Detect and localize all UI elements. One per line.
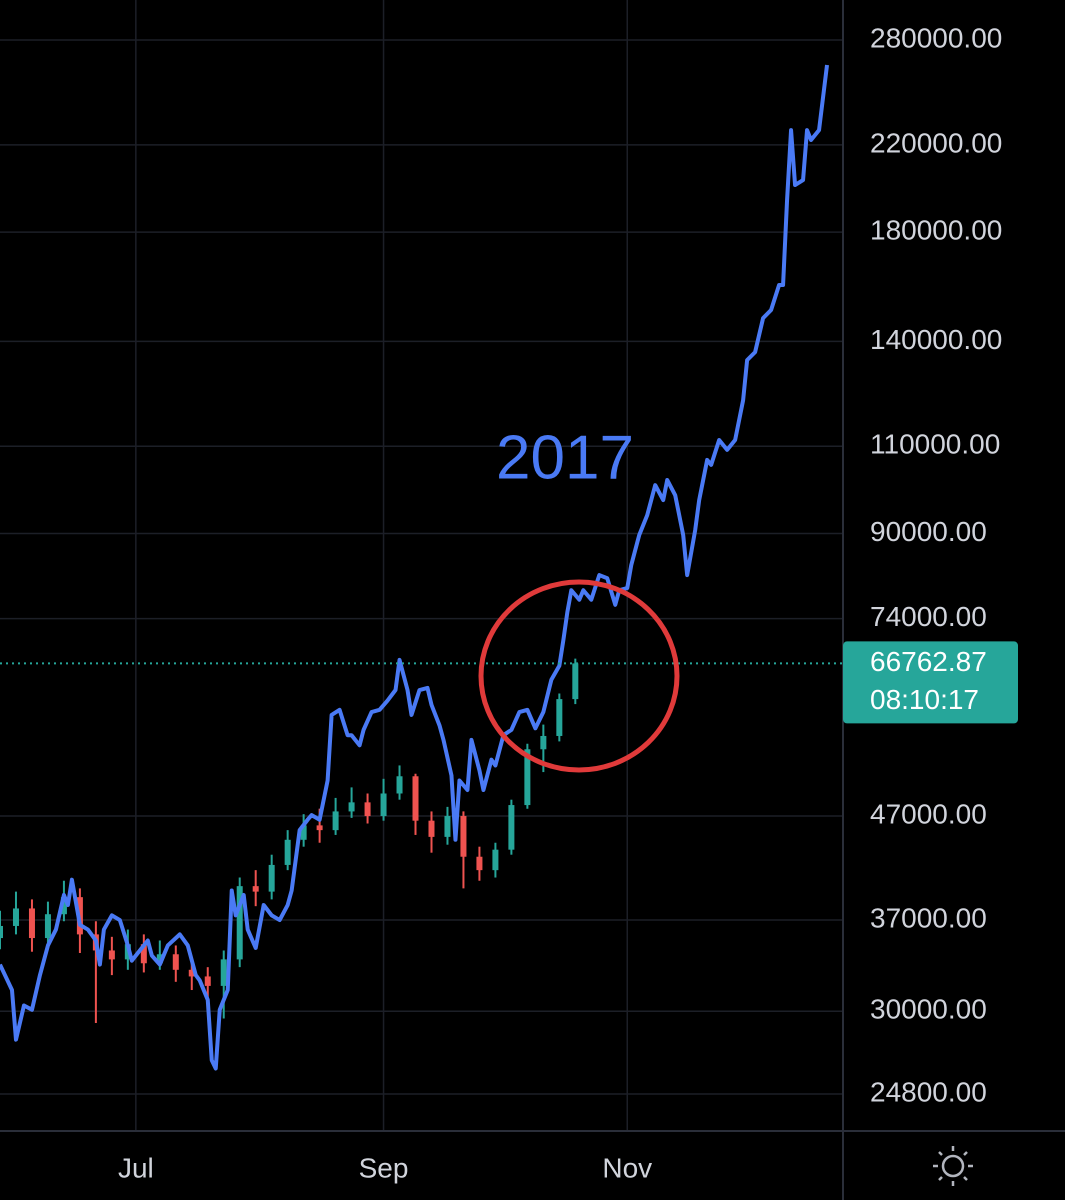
y-tick-label: 90000.00 — [870, 516, 987, 547]
candle-body — [0, 925, 3, 939]
candle-body — [108, 950, 115, 960]
y-tick-label: 280000.00 — [870, 22, 1002, 53]
countdown-label: 08:10:17 — [870, 684, 979, 715]
grid — [0, 0, 843, 1130]
candle-body — [316, 825, 323, 831]
candle-body — [396, 776, 403, 794]
candle-body — [140, 944, 147, 964]
candle-body — [364, 802, 371, 817]
axis: 280000.00 220000.00 180000.00 140000.00 1100… — [118, 22, 1018, 1183]
price-label-box — [843, 641, 1018, 724]
candle-body — [508, 805, 515, 850]
price-label: 66762.87 — [870, 646, 987, 677]
candle-body — [284, 839, 291, 865]
y-tick-label: 140000.00 — [870, 324, 1002, 355]
candle-body — [60, 897, 67, 915]
candle-body — [524, 749, 531, 806]
candle-body — [236, 886, 243, 960]
candle-body — [188, 969, 195, 977]
candle-body — [444, 816, 451, 837]
candle-body — [28, 908, 35, 939]
candle-body — [268, 864, 275, 892]
candle-body — [492, 849, 499, 871]
x-tick-label: Nov — [602, 1152, 652, 1183]
candle-body — [44, 914, 51, 939]
candle-body — [572, 663, 579, 700]
candle-body — [476, 856, 483, 871]
candle-body — [540, 735, 547, 750]
candle-body — [252, 886, 259, 892]
x-tick-label: Jul — [118, 1152, 154, 1183]
y-tick-label: 30000.00 — [870, 994, 987, 1025]
candle-body — [556, 699, 563, 736]
candle-body — [172, 954, 179, 970]
y-tick-label: 180000.00 — [870, 215, 1002, 246]
candle-body — [332, 811, 339, 831]
candle-body — [300, 825, 307, 840]
plot — [0, 64, 843, 1071]
y-tick-label: 220000.00 — [870, 127, 1002, 158]
y-tick-label: 74000.00 — [870, 601, 987, 632]
overlay-line — [0, 64, 830, 1071]
settings-icon[interactable] — [933, 1146, 973, 1186]
x-tick-label: Sep — [359, 1152, 409, 1183]
candle-body — [428, 820, 435, 837]
candle-body — [204, 976, 211, 986]
y-tick-label: 24800.00 — [870, 1076, 987, 1107]
candle-body — [460, 816, 467, 857]
y-tick-label: 37000.00 — [870, 902, 987, 933]
candle-body — [412, 776, 419, 821]
annotation: 2017 — [496, 423, 634, 492]
candle-body — [348, 802, 355, 812]
highlight-circle — [478, 579, 680, 773]
candle-body — [220, 959, 227, 986]
candle-body — [12, 908, 19, 926]
candle-body — [380, 793, 387, 817]
candle-body — [156, 954, 163, 964]
y-tick-label: 110000.00 — [870, 429, 1000, 460]
y-tick-label: 47000.00 — [870, 798, 987, 829]
